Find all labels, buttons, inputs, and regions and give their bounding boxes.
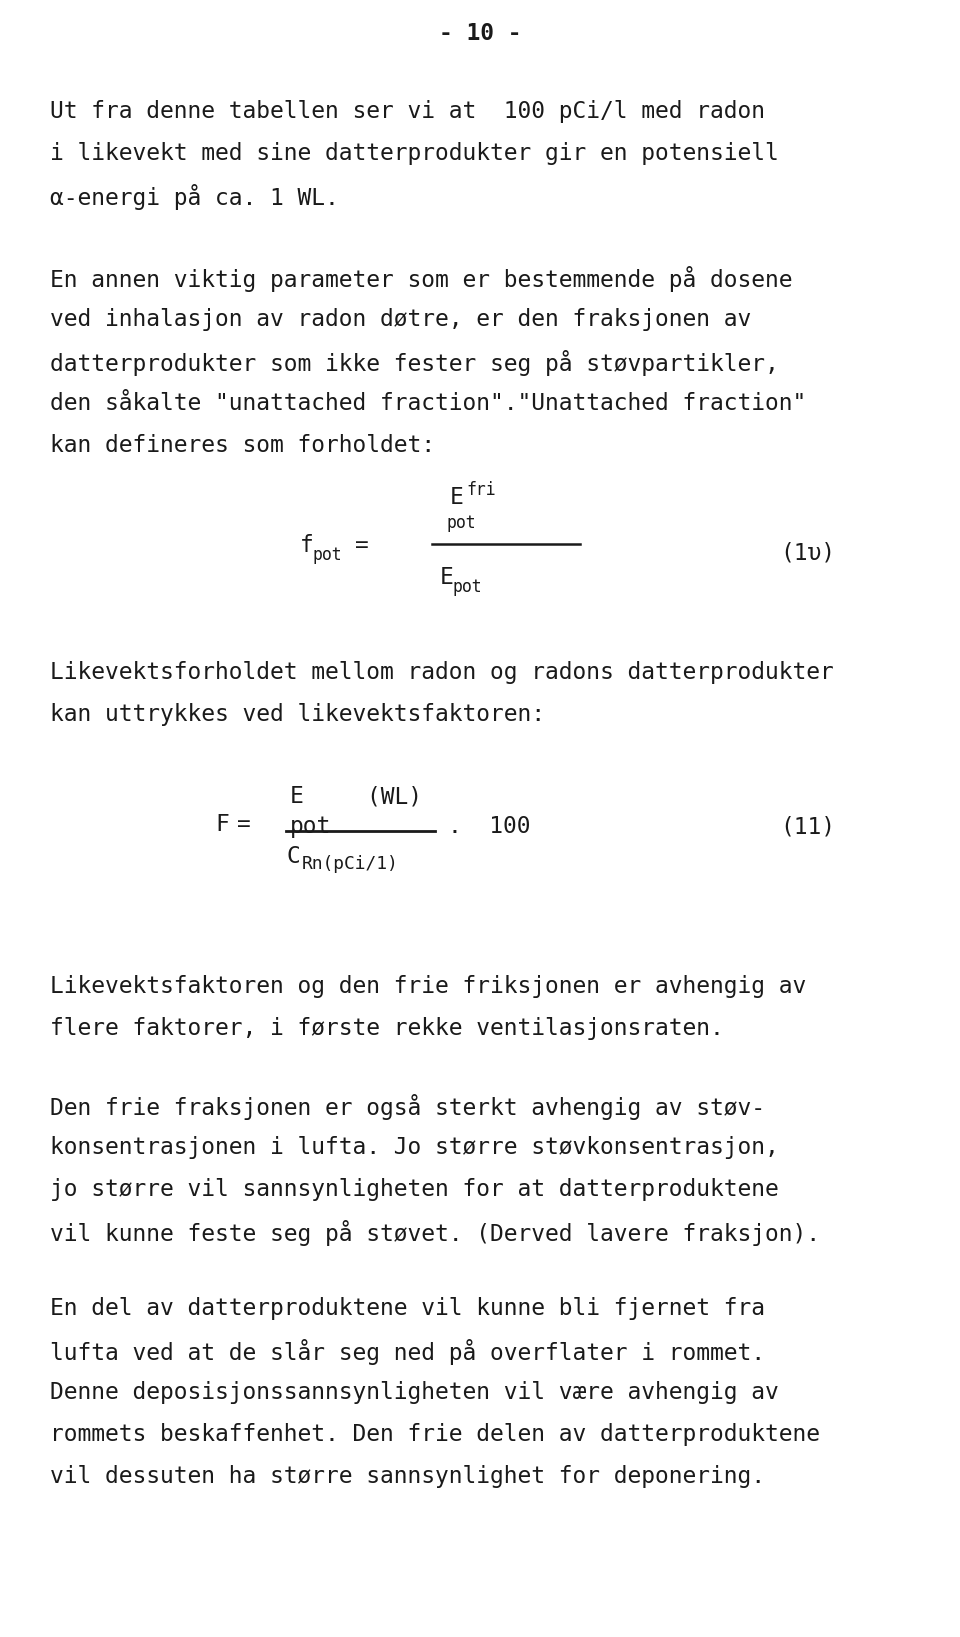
- Text: flere faktorer, i første rekke ventilasjonsraten.: flere faktorer, i første rekke ventilasj…: [50, 1017, 724, 1039]
- Text: =: =: [237, 814, 251, 837]
- Text: ved inhalasjon av radon døtre, er den fraksjonen av: ved inhalasjon av radon døtre, er den fr…: [50, 308, 752, 331]
- Text: fri: fri: [466, 481, 495, 499]
- Text: .  100: . 100: [448, 815, 531, 838]
- Text: pot: pot: [452, 578, 482, 596]
- Text: datterprodukter som ikke fester seg på støvpartikler,: datterprodukter som ikke fester seg på s…: [50, 350, 779, 377]
- Text: kan uttrykkes ved likevektsfaktoren:: kan uttrykkes ved likevektsfaktoren:: [50, 702, 545, 725]
- Text: α-energi på ca. 1 WL.: α-energi på ca. 1 WL.: [50, 183, 339, 210]
- Text: i likevekt med sine datterprodukter gir en potensiell: i likevekt med sine datterprodukter gir …: [50, 142, 779, 165]
- Text: (WL): (WL): [312, 786, 422, 809]
- Text: vil kunne feste seg på støvet. (Derved lavere fraksjon).: vil kunne feste seg på støvet. (Derved l…: [50, 1220, 820, 1246]
- Text: rommets beskaffenhet. Den frie delen av datterproduktene: rommets beskaffenhet. Den frie delen av …: [50, 1423, 820, 1445]
- Text: E: E: [290, 786, 303, 809]
- Text: Den frie fraksjonen er også sterkt avhengig av støv-: Den frie fraksjonen er også sterkt avhen…: [50, 1094, 765, 1120]
- Text: jo større vil sannsynligheten for at datterproduktene: jo større vil sannsynligheten for at dat…: [50, 1179, 779, 1202]
- Text: C: C: [286, 845, 300, 868]
- Text: =: =: [355, 534, 369, 557]
- Text: pot: pot: [313, 547, 343, 565]
- Text: konsentrasjonen i lufta. Jo større støvkonsentrasjon,: konsentrasjonen i lufta. Jo større støvk…: [50, 1136, 779, 1159]
- Text: lufta ved at de slår seg ned på overflater i rommet.: lufta ved at de slår seg ned på overflat…: [50, 1339, 765, 1365]
- Text: vil dessuten ha større sannsynlighet for deponering.: vil dessuten ha større sannsynlighet for…: [50, 1465, 765, 1488]
- Text: pot: pot: [446, 514, 475, 532]
- Text: E: E: [440, 566, 454, 589]
- Text: Rn(pCi/1): Rn(pCi/1): [302, 855, 398, 873]
- Text: Likevektsforholdet mellom radon og radons datterprodukter: Likevektsforholdet mellom radon og radon…: [50, 661, 833, 684]
- Text: pot: pot: [290, 815, 331, 838]
- Text: F: F: [215, 814, 228, 837]
- Text: En annen viktig parameter som er bestemmende på dosene: En annen viktig parameter som er bestemm…: [50, 265, 793, 291]
- Text: Likevektsfaktoren og den frie friksjonen er avhengig av: Likevektsfaktoren og den frie friksjonen…: [50, 976, 806, 999]
- Text: Ut fra denne tabellen ser vi at  100 pCi/l med radon: Ut fra denne tabellen ser vi at 100 pCi/…: [50, 100, 765, 123]
- Text: kan defineres som forholdet:: kan defineres som forholdet:: [50, 434, 435, 457]
- Text: E: E: [450, 486, 464, 509]
- Text: (11): (11): [780, 815, 835, 838]
- Text: f: f: [300, 534, 314, 557]
- Text: (1υ): (1υ): [780, 540, 835, 565]
- Text: En del av datterproduktene vil kunne bli fjernet fra: En del av datterproduktene vil kunne bli…: [50, 1297, 765, 1319]
- Text: - 10 -: - 10 -: [439, 21, 521, 44]
- Text: Denne deposisjonssannsynligheten vil være avhengig av: Denne deposisjonssannsynligheten vil vær…: [50, 1382, 779, 1405]
- Text: den såkalte "unattached fraction"."Unattached fraction": den såkalte "unattached fraction"."Unatt…: [50, 391, 806, 416]
